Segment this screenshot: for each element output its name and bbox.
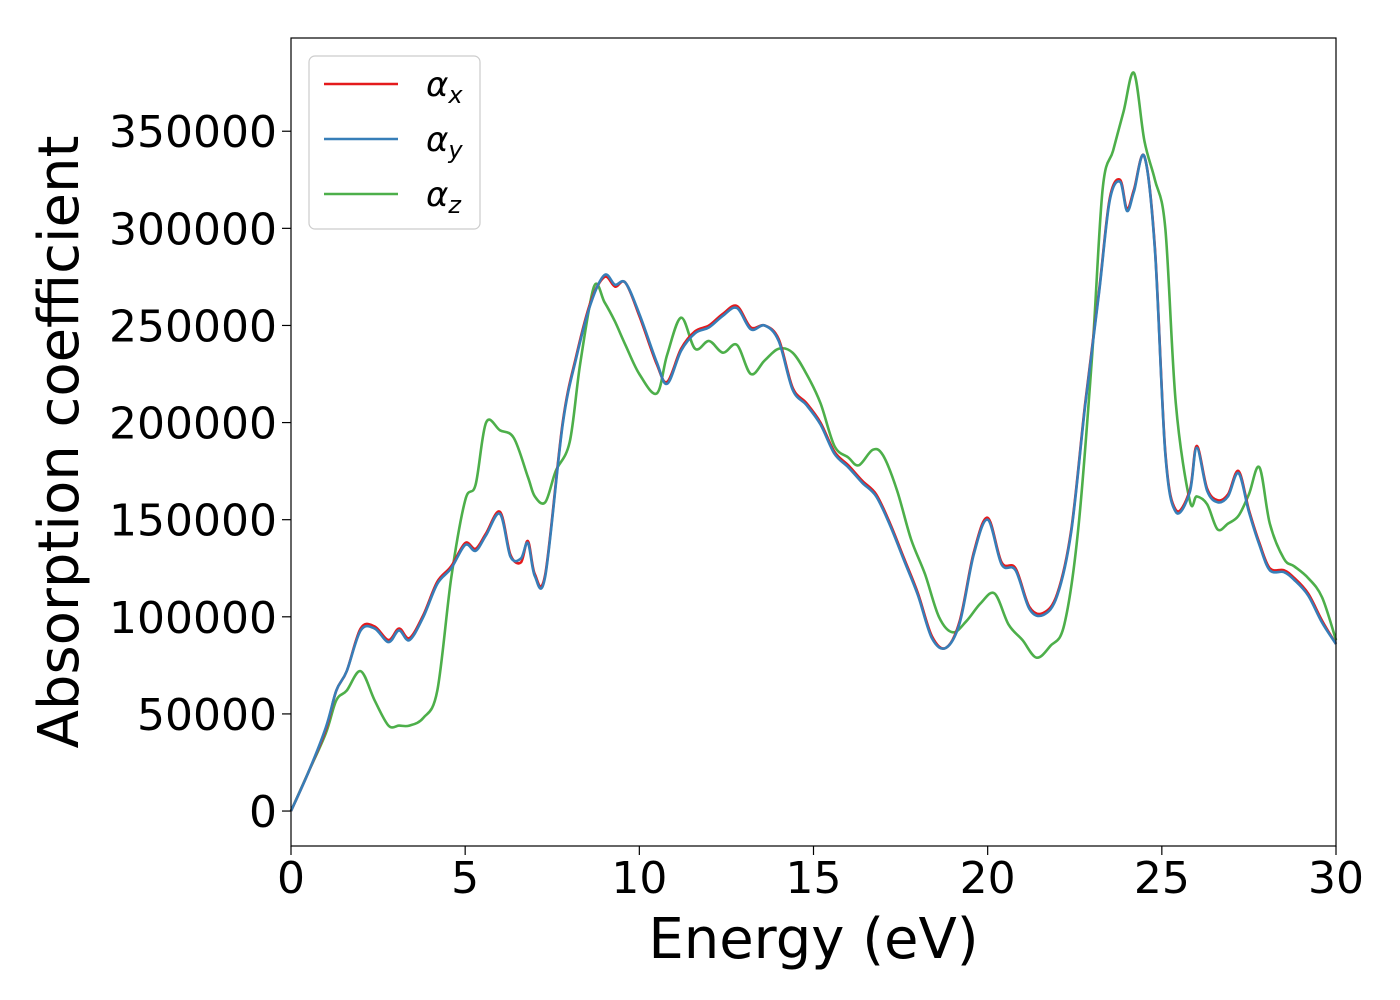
- legend-box: [308, 55, 481, 230]
- series-line-x: [289, 153, 1338, 812]
- series-line-y: [289, 153, 1338, 812]
- legend-label-z: αz: [426, 175, 462, 219]
- x-tick-label: 15: [786, 853, 842, 904]
- y-tick-label: 50000: [137, 690, 277, 741]
- y-tick-label: 300000: [109, 204, 277, 255]
- x-tick-label: 30: [1308, 853, 1364, 904]
- x-tick-label: 25: [1134, 853, 1190, 904]
- legend: αx αy αz: [308, 55, 481, 230]
- legend-label-x: αx: [426, 65, 463, 109]
- y-axis-title: Absorption coefficient: [27, 136, 92, 749]
- axis-ticks: 0 5 10 15 20 25 30 0 50000 100000 150000 200000 2500…: [109, 107, 1364, 904]
- legend-label-y: αy: [426, 120, 463, 164]
- x-tick-label: 5: [451, 853, 479, 904]
- x-tick-label: 10: [611, 853, 667, 904]
- y-tick-label: 200000: [109, 399, 277, 450]
- y-tick-label: 100000: [109, 593, 277, 644]
- x-tick-label: 0: [277, 853, 305, 904]
- y-tick-label: 250000: [109, 301, 277, 352]
- series-line-z: [289, 71, 1338, 812]
- y-tick-label: 150000: [109, 496, 277, 547]
- y-tick-label: 0: [249, 787, 277, 838]
- y-tick-label: 350000: [109, 107, 277, 158]
- x-axis-title: Energy (eV): [648, 907, 978, 972]
- x-tick-label: 20: [960, 853, 1016, 904]
- series-layer: [289, 71, 1338, 812]
